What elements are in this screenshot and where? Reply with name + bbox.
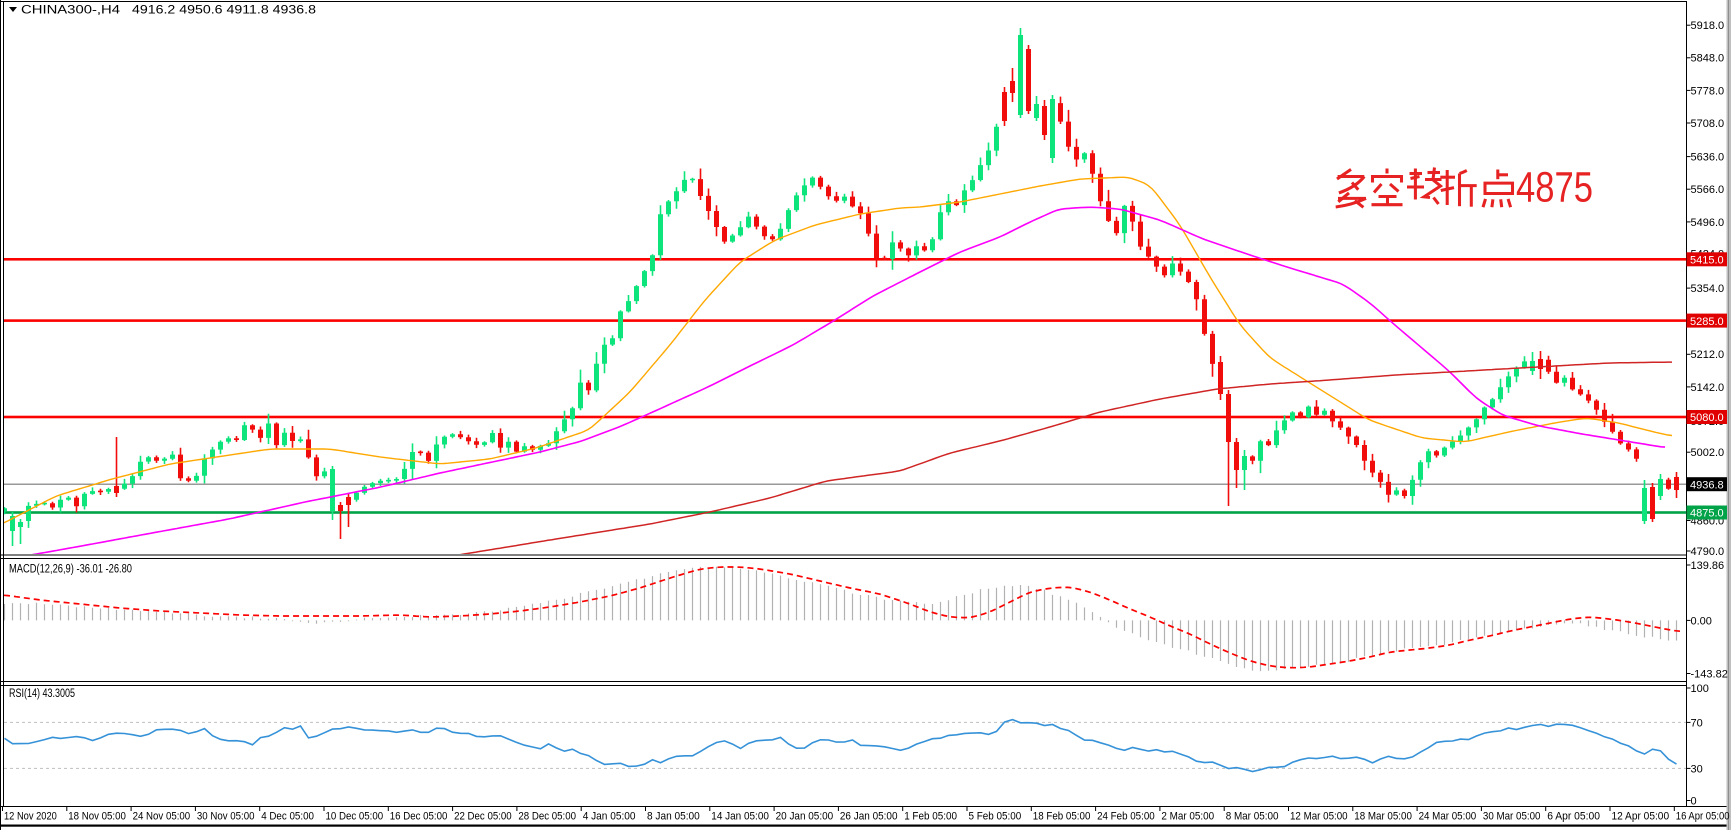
svg-text:CHINA300-,H4: CHINA300-,H4 [21,3,120,17]
svg-text:30: 30 [1691,763,1703,775]
svg-text:4 Dec 05:00: 4 Dec 05:00 [261,811,314,823]
svg-text:30 Nov 05:00: 30 Nov 05:00 [197,811,255,823]
svg-text:0.00: 0.00 [1691,615,1712,627]
svg-text:5142.0: 5142.0 [1691,382,1725,394]
svg-text:5 Feb 05:00: 5 Feb 05:00 [969,811,1022,823]
svg-text:18 Feb 05:00: 18 Feb 05:00 [1033,811,1091,823]
svg-text:5636.0: 5636.0 [1691,152,1725,164]
svg-text:1 Feb 05:00: 1 Feb 05:00 [904,811,957,823]
svg-text:5285.0: 5285.0 [1690,316,1724,328]
svg-text:5708.0: 5708.0 [1691,118,1725,130]
svg-text:4875: 4875 [1516,163,1593,211]
svg-text:12 Mar 05:00: 12 Mar 05:00 [1290,811,1348,823]
svg-text:12 Apr 05:00: 12 Apr 05:00 [1612,811,1670,823]
svg-text:24 Mar 05:00: 24 Mar 05:00 [1419,811,1477,823]
svg-text:5415.0: 5415.0 [1690,255,1724,267]
svg-text:28 Dec 05:00: 28 Dec 05:00 [518,811,576,823]
svg-text:2 Mar 05:00: 2 Mar 05:00 [1161,811,1214,823]
svg-text:24 Feb 05:00: 24 Feb 05:00 [1097,811,1155,823]
svg-text:5212.0: 5212.0 [1691,349,1725,361]
svg-text:5354.0: 5354.0 [1691,283,1725,295]
svg-text:30 Mar 05:00: 30 Mar 05:00 [1483,811,1541,823]
svg-text:24 Nov 05:00: 24 Nov 05:00 [133,811,191,823]
svg-text:70: 70 [1691,717,1703,729]
svg-text:4875.0: 4875.0 [1690,508,1724,520]
svg-text:-143.82: -143.82 [1691,668,1728,680]
svg-text:6 Apr 05:00: 6 Apr 05:00 [1547,811,1600,823]
svg-text:12 Nov 2020: 12 Nov 2020 [4,811,57,823]
svg-text:5080.0: 5080.0 [1690,412,1724,424]
svg-text:139.86: 139.86 [1691,560,1725,572]
svg-text:8 Jan 05:00: 8 Jan 05:00 [647,811,700,823]
svg-text:10 Dec 05:00: 10 Dec 05:00 [326,811,384,823]
svg-text:5002.0: 5002.0 [1691,447,1725,459]
svg-text:0: 0 [1691,795,1697,807]
svg-text:8 Mar 05:00: 8 Mar 05:00 [1226,811,1279,823]
svg-text:4790.0: 4790.0 [1691,546,1725,558]
svg-text:5918.0: 5918.0 [1691,20,1725,32]
svg-text:22 Dec 05:00: 22 Dec 05:00 [454,811,512,823]
svg-text:18 Nov 05:00: 18 Nov 05:00 [68,811,126,823]
svg-text:4 Jan 05:00: 4 Jan 05:00 [583,811,636,823]
svg-text:26 Jan 05:00: 26 Jan 05:00 [840,811,898,823]
svg-text:5778.0: 5778.0 [1691,85,1725,97]
svg-text:MACD(12,26,9) -36.01 -26.80: MACD(12,26,9) -36.01 -26.80 [9,564,132,576]
svg-text:5848.0: 5848.0 [1691,53,1725,65]
svg-text:16 Dec 05:00: 16 Dec 05:00 [390,811,448,823]
svg-text:RSI(14) 43.3005: RSI(14) 43.3005 [9,688,75,700]
svg-text:14 Jan 05:00: 14 Jan 05:00 [711,811,769,823]
svg-text:18 Mar 05:00: 18 Mar 05:00 [1354,811,1412,823]
svg-text:5566.0: 5566.0 [1691,184,1725,196]
svg-text:4916.2 4950.6 4911.8 4936.8: 4916.2 4950.6 4911.8 4936.8 [132,3,316,17]
svg-text:5496.0: 5496.0 [1691,217,1725,229]
svg-text:100: 100 [1691,683,1709,695]
svg-text:16 Apr 05:00: 16 Apr 05:00 [1676,811,1730,823]
svg-text:20 Jan 05:00: 20 Jan 05:00 [776,811,834,823]
svg-text:4936.8: 4936.8 [1690,479,1724,491]
